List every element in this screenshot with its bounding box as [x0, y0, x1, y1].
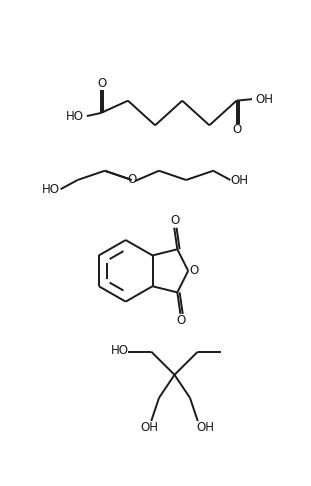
Text: O: O: [177, 314, 186, 328]
Text: O: O: [127, 174, 137, 187]
Text: O: O: [233, 123, 242, 137]
Text: O: O: [170, 214, 180, 227]
Text: O: O: [97, 77, 106, 90]
Text: HO: HO: [66, 109, 84, 122]
Text: HO: HO: [42, 184, 60, 196]
Text: O: O: [190, 264, 199, 278]
Text: HO: HO: [111, 345, 129, 357]
Text: OH: OH: [230, 174, 248, 187]
Text: OH: OH: [255, 93, 273, 105]
Text: OH: OH: [197, 421, 215, 434]
Text: OH: OH: [141, 421, 159, 434]
